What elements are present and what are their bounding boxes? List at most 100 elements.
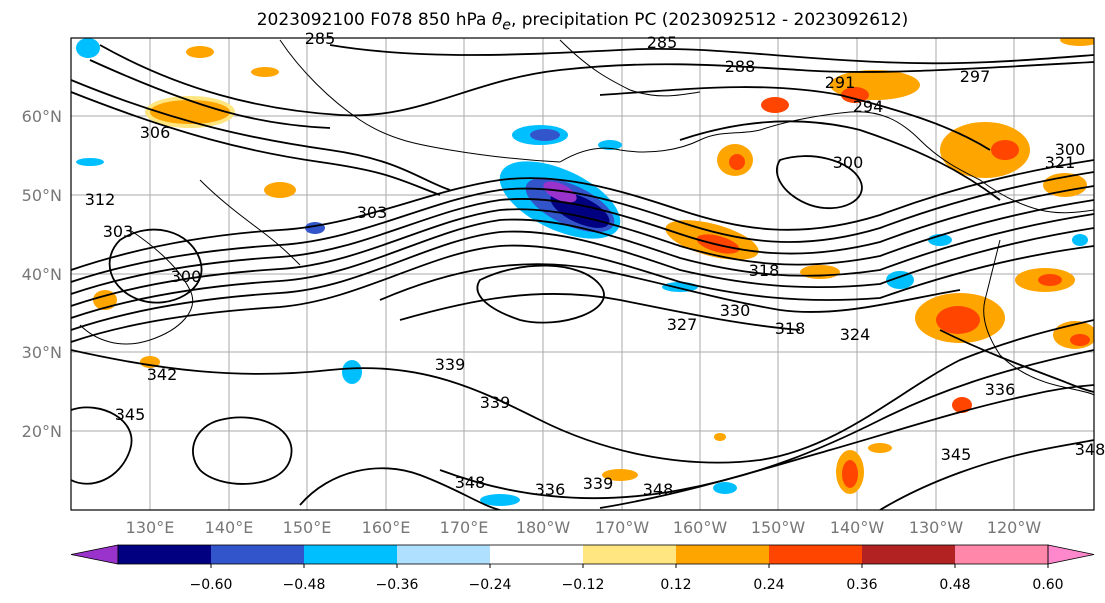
contour-value-label: 345	[115, 405, 146, 424]
colorbar-tick-label: −0.24	[469, 577, 512, 593]
colorbar-segment	[397, 545, 491, 564]
coastline-bering	[559, 39, 701, 97]
contour-value-label: 336	[985, 380, 1016, 399]
precip-positive-area	[842, 460, 858, 488]
contour-line	[71, 91, 441, 196]
longitude-tick-label: 140°E	[205, 518, 254, 537]
contour-line	[879, 439, 1094, 510]
contour-line	[71, 185, 1094, 295]
longitude-tick-label: 150°W	[751, 518, 806, 537]
precip-negative-area	[530, 129, 560, 141]
precip-negative-area	[76, 38, 100, 58]
contour-value-label: 339	[435, 355, 466, 374]
coastline-alaska	[559, 111, 1094, 214]
contour-value-label: 339	[583, 474, 614, 493]
contour-line	[71, 227, 1094, 331]
theta-e-contours	[71, 44, 1094, 510]
precip-positive-area	[841, 87, 869, 103]
colorbar-segment	[955, 545, 1049, 564]
contour-value-label: 324	[840, 325, 871, 344]
colorbar-tick-label: 0.36	[846, 577, 877, 593]
latitude-tick-label: 40°N	[22, 265, 62, 284]
contour-value-label: 345	[941, 445, 972, 464]
precip-negative-area	[305, 222, 325, 234]
contour-value-label: 318	[775, 319, 806, 338]
precip-positive-area	[602, 469, 638, 481]
coastline-siberia	[279, 39, 561, 163]
contour-value-label: 312	[85, 190, 116, 209]
contour-line	[299, 467, 501, 510]
precip-positive-area	[761, 97, 789, 113]
contour-value-label: 300	[171, 267, 202, 286]
contour-value-label: 339	[480, 393, 511, 412]
colorbar-tick-label: 0.12	[660, 577, 691, 593]
contour-line	[108, 228, 203, 304]
colorbar-segment	[769, 545, 863, 564]
contour-value-label: 285	[305, 29, 336, 48]
coastline-kurils	[199, 179, 301, 266]
contour-value-label: 294	[853, 97, 884, 116]
contour-value-label: 327	[667, 315, 698, 334]
coastline-north-america	[983, 239, 1094, 396]
longitude-tick-label: 170°W	[595, 518, 650, 537]
longitude-tick-label: 180°W	[516, 518, 571, 537]
longitude-tick-label: 130°E	[126, 518, 175, 537]
latitude-tick-label: 30°N	[22, 343, 62, 362]
contour-line	[71, 244, 1094, 343]
latitude-tick-label: 60°N	[22, 107, 62, 126]
contour-line	[71, 406, 133, 485]
contour-value-label: 348	[455, 473, 486, 492]
contour-value-label: 321	[1045, 153, 1076, 172]
colorbar-extend-low	[70, 544, 119, 565]
colorbar-tick-label: −0.12	[562, 577, 605, 593]
precip-positive-area	[251, 67, 279, 77]
precip-positive-area	[991, 140, 1019, 160]
contour-line	[71, 213, 1094, 319]
colorbar-tick-labels: −0.60 −0.48 −0.36 −0.24 −0.12 0.12 0.24 0.36 0.4…	[190, 564, 1064, 593]
precip-positive-area	[264, 182, 296, 198]
colorbar-tick-label: −0.60	[190, 577, 233, 593]
precip-negative-area	[886, 271, 914, 289]
contour-value-label: 303	[103, 222, 134, 241]
title-subscript: e	[502, 17, 511, 34]
contour-line	[192, 416, 293, 485]
contour-line	[939, 329, 1094, 393]
contour-value-label: 288	[725, 57, 756, 76]
precip-negative-area	[598, 140, 622, 150]
latitude-labels: 60°N 50°N 40°N 30°N 20°N	[22, 107, 62, 441]
colorbar-segment	[490, 545, 584, 564]
longitude-tick-label: 120°W	[987, 518, 1042, 537]
contour-value-label: 300	[1055, 140, 1086, 159]
title-prefix: 2023092100 F078 850 hPa	[256, 10, 492, 30]
precip-negative-area	[480, 494, 520, 506]
colorbar-segment	[304, 545, 398, 564]
colorbar-segment	[211, 545, 305, 564]
map-content	[71, 38, 1094, 510]
precip-positive-area	[1038, 274, 1062, 286]
colorbar-segment	[583, 545, 677, 564]
contour-value-label: 348	[643, 480, 674, 499]
precip-positive-area	[952, 397, 972, 413]
precip-negative-area	[543, 181, 577, 203]
coastline-japan	[79, 229, 194, 345]
longitude-labels: 130°E 140°E 150°E 160°E 170°E 180°W 170°W 160°W…	[126, 518, 1042, 537]
longitude-tick-label: 160°W	[673, 518, 728, 537]
contour-line	[89, 59, 331, 129]
precip-positive-area	[150, 100, 230, 124]
contour-value-label: 306	[140, 123, 171, 142]
contour-value-label: 303	[357, 203, 388, 222]
longitude-tick-label: 150°E	[283, 518, 332, 537]
contour-line	[99, 44, 1094, 117]
precip-positive-area	[186, 46, 214, 58]
contour-value-label: 291	[825, 73, 856, 92]
longitude-tick-label: 140°W	[830, 518, 885, 537]
precip-positive-area	[936, 306, 980, 334]
contour-value-label: 300	[833, 153, 864, 172]
contour-line	[679, 120, 1001, 201]
figure-title: 2023092100 F078 850 hPa θe, precipitatio…	[0, 10, 1105, 33]
contour-line	[439, 349, 1094, 500]
colorbar	[70, 544, 1095, 565]
contour-value-label: 330	[720, 301, 751, 320]
